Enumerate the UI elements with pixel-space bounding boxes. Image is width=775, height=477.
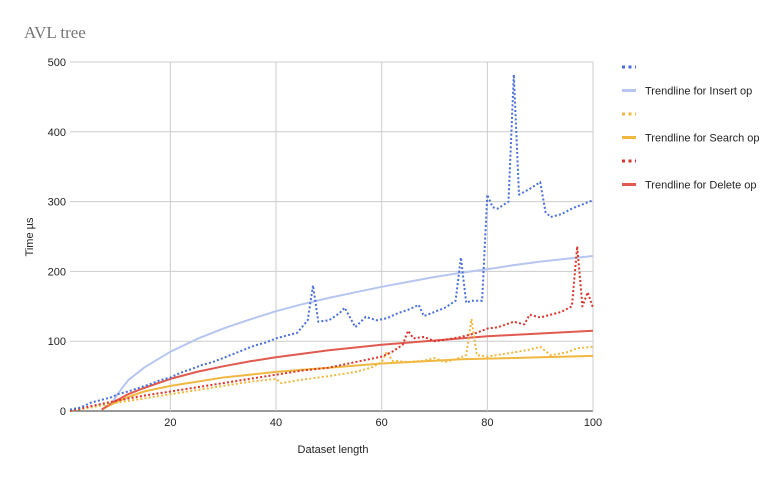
legend: Trendline for Insert op Trendline for Sea… [622, 65, 760, 192]
x-tick-label: 100 [584, 417, 602, 429]
x-axis-title: Dataset length [298, 444, 369, 456]
legend-label: Trendline for Insert op [645, 86, 752, 98]
legend-label: Trendline for Delete op [645, 180, 757, 192]
grid [70, 61, 594, 412]
y-tick-label: 0 [60, 406, 66, 418]
x-tick-label: 60 [376, 417, 388, 429]
x-tick-label: 40 [270, 417, 282, 429]
series-line-delete_trend [101, 329, 594, 411]
legend-label: Trendline for Search op [645, 133, 760, 145]
series-line-insert [69, 73, 594, 411]
x-axis-ticks: 20 40 60 80 100 [164, 417, 602, 429]
series-line-search [69, 317, 594, 412]
chart-title: AVL tree [24, 23, 86, 42]
y-tick-label: 100 [48, 336, 66, 348]
series-group [69, 73, 594, 412]
y-tick-label: 400 [48, 127, 66, 139]
y-tick-label: 300 [48, 197, 66, 209]
y-tick-label: 200 [48, 266, 66, 278]
y-tick-label: 500 [48, 57, 66, 69]
x-tick-label: 20 [164, 417, 176, 429]
x-tick-label: 80 [481, 417, 493, 429]
y-axis-ticks: 0 100 200 300 400 500 [48, 57, 66, 418]
series-line-search_trend [101, 354, 594, 411]
series-line-delete [69, 245, 594, 412]
series-line-insert_trend [111, 255, 594, 404]
y-axis-title: Time µs [24, 217, 36, 256]
